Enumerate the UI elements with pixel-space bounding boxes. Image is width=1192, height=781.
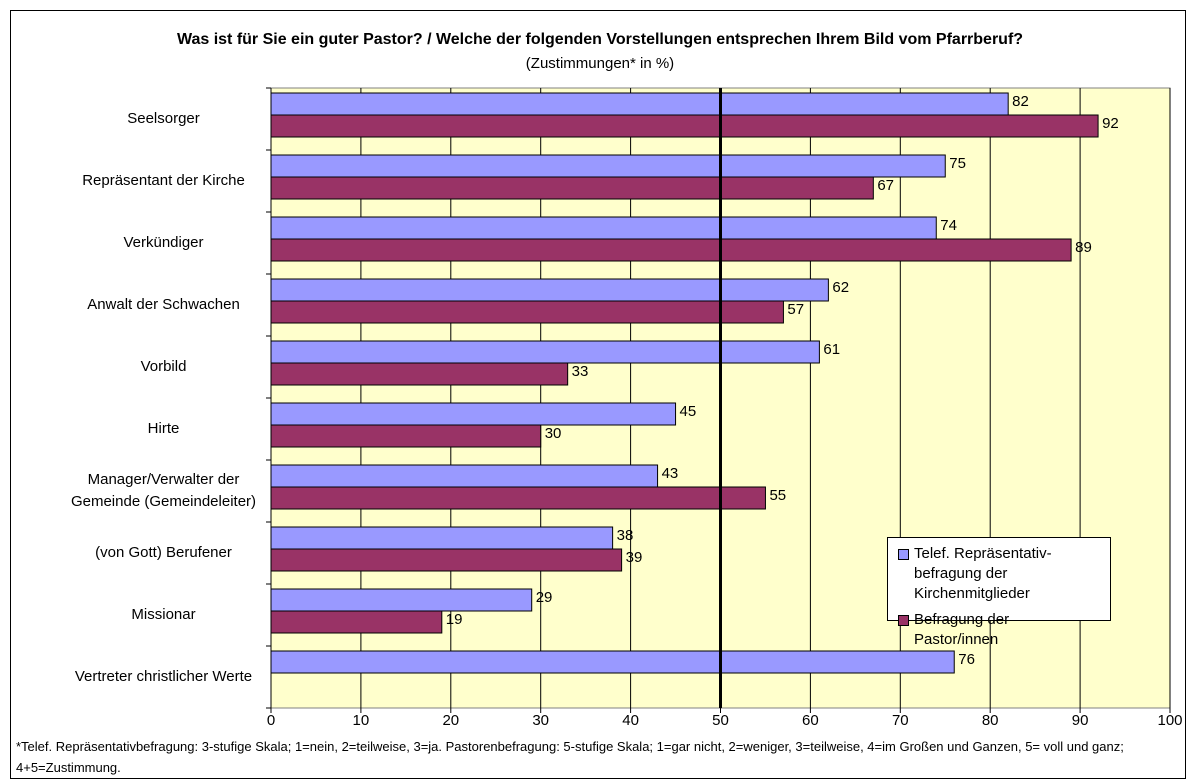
legend-swatch <box>898 615 909 626</box>
data-label: 82 <box>1012 93 1029 110</box>
y-tick-label: Hirte <box>147 420 180 437</box>
bar <box>270 610 443 634</box>
x-tick-label: 40 <box>622 712 639 729</box>
legend-swatch <box>898 549 909 560</box>
y-tick-label: Seelsorger <box>127 110 200 127</box>
data-label: 30 <box>545 425 562 442</box>
bar <box>270 278 829 302</box>
bar <box>270 588 533 612</box>
legend: Telef. Repräsentativ-befragung der Kirch… <box>887 537 1111 648</box>
bar <box>270 114 1099 138</box>
x-tick-label: 100 <box>1157 712 1182 729</box>
bar <box>270 154 946 178</box>
bar <box>270 486 766 510</box>
data-label: 67 <box>877 177 894 194</box>
data-label: 74 <box>940 217 957 234</box>
x-tick-label: 90 <box>1072 712 1089 729</box>
bar <box>270 340 820 364</box>
chart-frame <box>10 10 1186 779</box>
footnote: *Telef. Repräsentativbefragung: 3-stufig… <box>16 739 1124 775</box>
bar <box>270 424 542 448</box>
data-label: 57 <box>787 301 804 318</box>
x-tick-label: 70 <box>892 712 909 729</box>
y-tick-label: (von Gott) Berufener <box>95 544 232 561</box>
y-tick-label: Repräsentant der Kirche <box>82 172 245 189</box>
y-tick-label: Anwalt der Schwachen <box>87 296 240 313</box>
bar <box>270 176 874 200</box>
data-label: 89 <box>1075 239 1092 256</box>
bar <box>270 548 623 572</box>
bar <box>270 300 784 324</box>
bar <box>270 402 677 426</box>
bar <box>270 526 614 550</box>
data-label: 38 <box>617 527 634 544</box>
bar <box>270 216 937 240</box>
data-label: 75 <box>949 155 966 172</box>
legend-label: Befragung der Pastor/innen <box>914 611 1010 648</box>
data-label: 43 <box>662 465 679 482</box>
x-tick-label: 10 <box>353 712 370 729</box>
x-tick-label: 0 <box>267 712 275 729</box>
data-label: 92 <box>1102 115 1119 132</box>
x-tick-label: 30 <box>532 712 549 729</box>
data-label: 19 <box>446 611 463 628</box>
data-label: 76 <box>958 651 975 668</box>
data-label: 62 <box>832 279 849 296</box>
x-tick-label: 50 <box>712 712 729 729</box>
x-tick-label: 80 <box>982 712 999 729</box>
legend-label: Telef. Repräsentativ-befragung der Kirch… <box>914 545 1052 602</box>
bar <box>270 238 1072 262</box>
chart-title: Was ist für Sie ein guter Pastor? / Welc… <box>177 31 1023 48</box>
y-tick-label: Vertreter christlicher Werte <box>74 668 253 685</box>
y-tick-label: Manager/Verwalter der Gemeinde (Gemeinde… <box>70 471 257 510</box>
data-label: 45 <box>680 403 697 420</box>
chart-subtitle: (Zustimmungen* in %) <box>526 55 674 72</box>
y-tick-label: Verkündiger <box>123 234 204 251</box>
bar <box>270 362 569 386</box>
x-tick-label: 60 <box>802 712 819 729</box>
bar <box>270 92 1009 116</box>
data-label: 39 <box>626 549 643 566</box>
data-label: 33 <box>572 363 589 380</box>
legend-item: Telef. Repräsentativ-befragung der Kirch… <box>888 544 1074 604</box>
legend-item: Befragung der Pastor/innen <box>888 610 1074 650</box>
y-tick-label: Missionar <box>131 606 196 623</box>
data-label: 29 <box>536 589 553 606</box>
bar <box>270 464 659 488</box>
y-tick-label: Vorbild <box>140 358 187 375</box>
bar <box>270 650 955 674</box>
data-label: 61 <box>823 341 840 358</box>
data-label: 55 <box>769 487 786 504</box>
x-tick-label: 20 <box>442 712 459 729</box>
